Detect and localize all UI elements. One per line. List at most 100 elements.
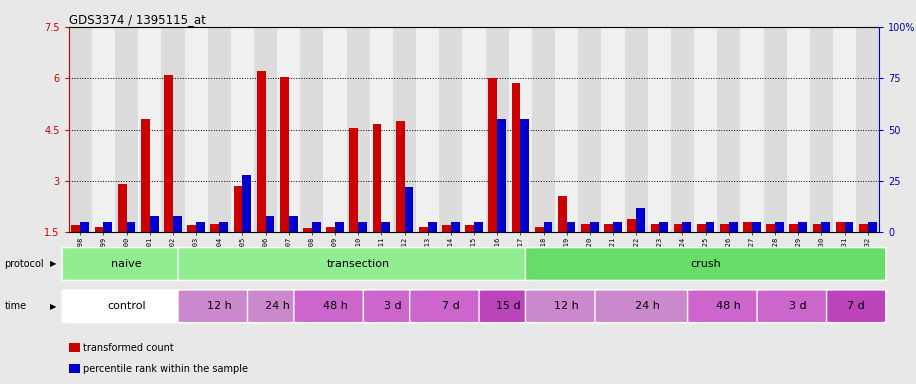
Bar — [729, 222, 737, 232]
Bar — [465, 225, 474, 232]
Text: naive: naive — [111, 259, 142, 269]
FancyBboxPatch shape — [178, 290, 260, 323]
Bar — [835, 222, 845, 232]
Text: transformed count: transformed count — [83, 343, 174, 353]
Text: crush: crush — [691, 259, 721, 269]
Bar — [682, 222, 692, 232]
Bar — [822, 222, 830, 232]
Bar — [164, 75, 173, 232]
Bar — [520, 119, 529, 232]
Text: 3 d: 3 d — [790, 301, 807, 311]
Bar — [767, 224, 775, 232]
Bar — [602, 27, 625, 232]
Bar — [488, 78, 497, 232]
Bar — [535, 227, 543, 232]
Bar — [867, 222, 877, 232]
Bar — [370, 27, 393, 232]
Bar — [474, 222, 483, 232]
Bar — [613, 222, 622, 232]
Bar — [650, 224, 660, 232]
Bar — [671, 27, 694, 232]
Text: 7 d: 7 d — [442, 301, 460, 311]
Text: ▶: ▶ — [50, 302, 57, 311]
Bar — [173, 216, 181, 232]
Bar — [511, 83, 520, 232]
Bar — [660, 222, 668, 232]
Bar — [775, 222, 784, 232]
Bar — [335, 222, 344, 232]
Text: 7 d: 7 d — [847, 301, 865, 311]
Bar — [627, 218, 636, 232]
Bar — [231, 27, 254, 232]
Bar — [69, 27, 92, 232]
Bar — [856, 27, 879, 232]
Text: 12 h: 12 h — [207, 301, 232, 311]
FancyBboxPatch shape — [757, 290, 840, 323]
FancyBboxPatch shape — [62, 290, 191, 323]
Bar — [234, 186, 243, 232]
Text: transection: transection — [327, 259, 390, 269]
Bar — [243, 175, 251, 232]
Bar — [211, 224, 219, 232]
Bar — [323, 27, 346, 232]
Bar — [149, 216, 158, 232]
Bar — [532, 27, 555, 232]
Bar — [787, 27, 810, 232]
Bar — [416, 27, 440, 232]
FancyBboxPatch shape — [526, 290, 608, 323]
Bar — [790, 224, 798, 232]
Bar — [555, 27, 578, 232]
FancyBboxPatch shape — [247, 290, 307, 323]
Bar — [859, 224, 867, 232]
Bar — [393, 27, 416, 232]
Bar — [405, 187, 413, 232]
Bar — [303, 228, 311, 232]
Bar — [451, 222, 460, 232]
Bar — [648, 27, 671, 232]
Bar — [740, 27, 764, 232]
FancyBboxPatch shape — [526, 248, 886, 280]
Bar — [396, 121, 405, 232]
Bar — [442, 225, 451, 232]
Bar — [419, 227, 428, 232]
Bar — [463, 27, 485, 232]
Bar — [440, 27, 463, 232]
Bar — [625, 27, 648, 232]
Bar — [590, 222, 599, 232]
FancyBboxPatch shape — [826, 290, 886, 323]
FancyBboxPatch shape — [62, 248, 191, 280]
FancyBboxPatch shape — [688, 290, 770, 323]
Bar — [300, 27, 323, 232]
Bar — [94, 227, 104, 232]
Bar — [428, 222, 437, 232]
FancyBboxPatch shape — [364, 290, 422, 323]
Bar — [636, 208, 645, 232]
Bar — [812, 224, 822, 232]
Bar — [346, 27, 370, 232]
Text: 48 h: 48 h — [322, 301, 347, 311]
Bar — [720, 224, 729, 232]
Text: ▶: ▶ — [50, 260, 57, 268]
FancyBboxPatch shape — [294, 290, 376, 323]
Bar — [289, 216, 298, 232]
Bar — [256, 71, 266, 232]
Bar — [266, 216, 275, 232]
Bar — [845, 222, 854, 232]
Bar — [485, 27, 508, 232]
Bar — [373, 124, 381, 232]
FancyBboxPatch shape — [594, 290, 701, 323]
Text: 15 d: 15 d — [496, 301, 521, 311]
Bar — [381, 222, 390, 232]
Bar — [208, 27, 231, 232]
Bar — [104, 222, 113, 232]
Bar — [717, 27, 740, 232]
Bar — [358, 222, 367, 232]
Text: control: control — [107, 301, 146, 311]
Bar — [349, 128, 358, 232]
Bar — [810, 27, 833, 232]
Bar — [764, 27, 787, 232]
Bar — [92, 27, 115, 232]
Bar — [497, 119, 506, 232]
Bar — [141, 119, 149, 232]
Text: 24 h: 24 h — [265, 301, 289, 311]
